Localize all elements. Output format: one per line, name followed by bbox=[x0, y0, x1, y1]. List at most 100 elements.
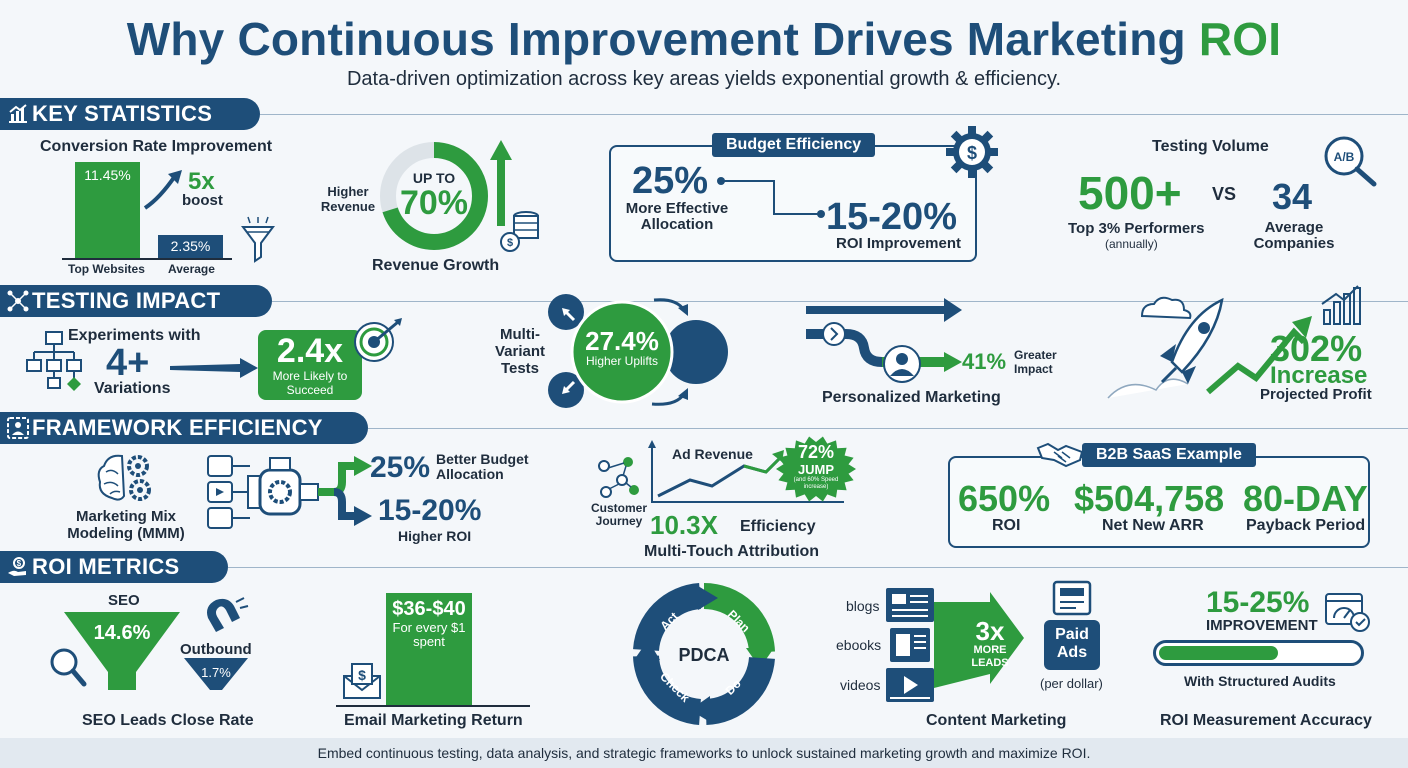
per-dollar-label: (per dollar) bbox=[1040, 676, 1103, 691]
testing-volume-left-value: 500+ bbox=[1078, 167, 1182, 219]
revenue-side-label: Higher Revenue bbox=[320, 184, 376, 214]
page-title: Why Continuous Improvement Drives Market… bbox=[0, 12, 1408, 66]
audit-progress-fill bbox=[1159, 646, 1278, 660]
section-title: KEY STATISTICS bbox=[32, 101, 213, 126]
section-banner-framework-efficiency: FRAMEWORK EFFICIENCY bbox=[0, 412, 368, 444]
document-icon bbox=[886, 588, 934, 622]
personalized-caption: Personalized Marketing bbox=[822, 389, 1001, 406]
outbound-value: 1.7% bbox=[201, 665, 231, 680]
seo-caption: SEO Leads Close Rate bbox=[82, 712, 254, 729]
boost-value: 5x bbox=[188, 168, 215, 195]
jump-sub: (and 60% Speed increase) bbox=[793, 477, 839, 490]
gear-dollar-icon: $ bbox=[946, 126, 998, 178]
budget-connector bbox=[717, 177, 825, 218]
personalized-label: Greater Impact bbox=[1014, 348, 1057, 376]
person-icon bbox=[890, 353, 914, 376]
experiments-value: 4+ bbox=[106, 342, 150, 384]
content-multiplier: 3x bbox=[975, 616, 1005, 646]
framework-budget-value: 25% bbox=[370, 451, 431, 484]
magnet-icon bbox=[207, 597, 249, 632]
audit-caption: ROI Measurement Accuracy bbox=[1160, 712, 1372, 729]
testing-volume-right-value: 34 bbox=[1272, 176, 1313, 217]
seo-title: SEO bbox=[108, 592, 140, 609]
handshake-icon bbox=[1036, 442, 1084, 468]
email-sub: For every $1 spent bbox=[392, 620, 466, 649]
revenue-donut bbox=[380, 142, 488, 250]
budget-right-value: 15-20% bbox=[826, 196, 957, 238]
audit-progress-track bbox=[1153, 640, 1364, 666]
budget-efficiency-tag: Budget Efficiency bbox=[712, 133, 876, 157]
budget-efficiency-box bbox=[609, 145, 977, 262]
content-videos: videos bbox=[840, 677, 881, 693]
jump-value: 72% bbox=[797, 442, 835, 462]
email-bar bbox=[386, 593, 472, 706]
budget-left-value: 25% bbox=[632, 160, 709, 202]
testing-volume-left-label: Top 3% Performers bbox=[1068, 220, 1205, 237]
saas-payback-label: Payback Period bbox=[1246, 517, 1366, 534]
revenue-value: 70% bbox=[399, 184, 469, 222]
funnel-icon bbox=[241, 216, 275, 263]
testing-volume-vs: VS bbox=[1212, 184, 1237, 204]
framework-roi-label: Higher ROI bbox=[398, 528, 472, 544]
paid-ads-label: Paid Ads bbox=[1055, 626, 1089, 661]
ebook-icon bbox=[890, 628, 930, 662]
succeed-box bbox=[258, 330, 362, 400]
mmm-label: Marketing Mix Modeling (MMM) bbox=[67, 508, 185, 542]
saas-example-box bbox=[948, 456, 1370, 548]
pdca-center: PDCA bbox=[678, 645, 729, 665]
section-banner-testing-impact: TESTING IMPACT bbox=[0, 285, 272, 317]
section-banner-roi-metrics: $ ROI METRICS bbox=[0, 551, 228, 583]
email-baseline bbox=[336, 705, 530, 707]
variations-label: Variations bbox=[94, 380, 171, 397]
page-subtitle: Data-driven optimization across key area… bbox=[346, 68, 1062, 90]
ad-revenue-label: Ad Revenue bbox=[672, 446, 753, 462]
boost-arrow-icon bbox=[143, 170, 182, 210]
testing-volume-left-sub: (annually) bbox=[1105, 237, 1158, 251]
top-websites-bar bbox=[75, 162, 140, 258]
average-label: Average bbox=[168, 262, 215, 276]
growth-arrow-coins-icon: $ bbox=[490, 140, 539, 252]
top-websites-value: 11.45% bbox=[84, 167, 131, 183]
rocket-icon bbox=[1160, 297, 1224, 384]
section-title: ROI METRICS bbox=[32, 554, 180, 579]
bar-chart-icon bbox=[1321, 285, 1361, 325]
average-value: 2.35% bbox=[170, 238, 211, 254]
divider bbox=[368, 428, 1408, 429]
mvt-label: Multi-Variant Tests bbox=[494, 326, 546, 377]
ab-icon-text: A/B bbox=[1334, 150, 1355, 164]
target-icon bbox=[354, 318, 402, 362]
revenue-caption: Revenue Growth bbox=[372, 257, 500, 274]
chart-icon bbox=[9, 104, 27, 123]
succeed-label: More Likely to Succeed bbox=[272, 369, 348, 397]
content-blogs: blogs bbox=[846, 598, 880, 614]
section-title: FRAMEWORK EFFICIENCY bbox=[32, 415, 323, 440]
audit-sub: With Structured Audits bbox=[1184, 673, 1336, 689]
baseline bbox=[62, 258, 232, 260]
title-main: Why Continuous Improvement Drives Market… bbox=[126, 13, 1186, 65]
cloud-icon bbox=[1140, 296, 1192, 320]
magnifier-icon bbox=[50, 648, 87, 687]
divider bbox=[272, 301, 1408, 302]
experiments-label: Experiments with bbox=[68, 327, 201, 344]
framework-roi-value: 15-20% bbox=[378, 494, 482, 527]
efficiency-label: Efficiency bbox=[740, 518, 816, 535]
jump-starburst bbox=[776, 436, 856, 502]
mvt-cycle-diagram bbox=[548, 294, 728, 408]
audit-label: IMPROVEMENT bbox=[1206, 617, 1318, 634]
saas-roi-label: ROI bbox=[992, 517, 1021, 534]
succeed-value: 2.4x bbox=[276, 332, 344, 370]
svg-text:$: $ bbox=[358, 667, 366, 683]
top-websites-label: Top Websites bbox=[68, 262, 145, 276]
personalized-value: 41% bbox=[962, 349, 1007, 374]
envelope-dollar-icon: $ bbox=[343, 663, 381, 699]
svg-text:$: $ bbox=[967, 143, 977, 163]
profit-caption: Projected Profit bbox=[1260, 386, 1372, 403]
mvt-sub: Higher Uplifts bbox=[585, 354, 659, 368]
coins-icon: $ bbox=[500, 211, 539, 252]
saas-arr-label: Net New ARR bbox=[1102, 517, 1204, 534]
testing-volume-right-label: Average Companies bbox=[1253, 219, 1335, 252]
title-accent: ROI bbox=[1198, 13, 1282, 65]
seo-funnels bbox=[50, 612, 248, 690]
framework-budget-label: Better Budget Allocation bbox=[436, 451, 529, 482]
average-bar bbox=[158, 235, 223, 258]
